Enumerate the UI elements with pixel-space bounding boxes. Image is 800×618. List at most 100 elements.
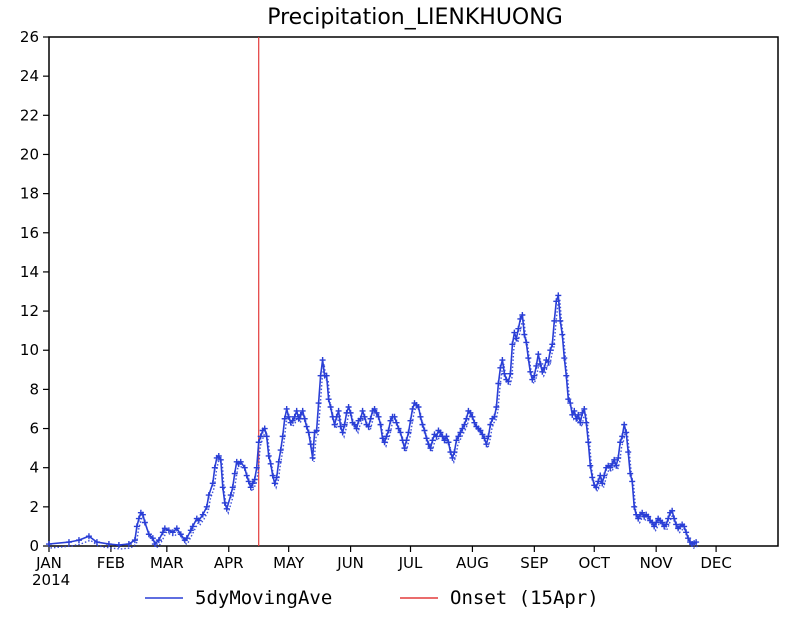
data-point — [319, 357, 326, 364]
data-point — [511, 329, 518, 336]
data-point — [595, 478, 602, 485]
data-point — [305, 429, 312, 436]
data-point — [373, 409, 380, 416]
data-point — [553, 298, 560, 305]
x-tick-label: JUN — [336, 554, 364, 572]
data-point — [469, 413, 476, 420]
data-point — [579, 409, 586, 416]
data-point — [497, 364, 504, 371]
data-point — [341, 421, 348, 428]
data-point — [333, 413, 340, 420]
data-point — [481, 435, 488, 442]
data-point — [407, 417, 414, 424]
data-point — [567, 400, 574, 407]
data-point — [693, 539, 700, 546]
data-point — [505, 378, 512, 385]
data-point — [593, 484, 600, 491]
data-point — [253, 464, 260, 471]
x-tick-label: JUL — [398, 554, 423, 572]
data-point — [345, 404, 352, 411]
data-point — [479, 431, 486, 438]
data-point — [367, 415, 374, 422]
data-point — [249, 480, 256, 487]
data-point — [215, 452, 222, 459]
data-point — [501, 370, 508, 377]
data-point — [601, 472, 608, 479]
data-point — [401, 445, 408, 452]
data-point — [339, 429, 346, 436]
data-point — [381, 439, 388, 446]
data-point — [565, 396, 572, 403]
data-point — [347, 409, 354, 416]
data-point — [575, 411, 582, 418]
data-point — [619, 433, 626, 440]
data-point — [387, 417, 394, 424]
data-point — [391, 413, 398, 420]
data-point — [581, 405, 588, 412]
data-point — [551, 317, 558, 324]
data-point — [607, 464, 614, 471]
data-point — [93, 539, 100, 546]
data-point — [183, 535, 190, 542]
data-point — [251, 476, 258, 483]
data-point — [309, 454, 316, 461]
data-point — [397, 429, 404, 436]
data-point — [659, 519, 666, 526]
data-point — [645, 513, 652, 520]
data-point — [483, 441, 490, 448]
data-point — [529, 376, 536, 383]
data-point — [463, 415, 470, 422]
data-point — [609, 460, 616, 467]
data-point — [673, 521, 680, 528]
data-point — [405, 429, 412, 436]
data-point — [393, 419, 400, 426]
data-point — [425, 441, 432, 448]
data-point — [205, 492, 212, 499]
y-tick-label: 26 — [20, 28, 39, 46]
data-point — [403, 437, 410, 444]
data-point — [227, 492, 234, 499]
data-point — [571, 407, 578, 414]
x-axis-year-label: 2014 — [32, 571, 70, 589]
data-point — [371, 405, 378, 412]
x-tick-label: MAY — [273, 554, 305, 572]
data-point — [379, 435, 386, 442]
y-tick-label: 14 — [20, 263, 39, 281]
data-point — [269, 472, 276, 479]
data-point — [627, 470, 634, 477]
data-point — [237, 458, 244, 465]
data-point — [221, 499, 228, 506]
data-point — [169, 529, 176, 536]
data-point — [521, 331, 528, 338]
data-point — [433, 433, 440, 440]
data-point — [115, 542, 122, 549]
data-point — [589, 474, 596, 481]
data-point — [135, 515, 142, 522]
data-point — [159, 529, 166, 536]
data-point — [653, 519, 660, 526]
data-point — [283, 405, 290, 412]
data-point — [527, 368, 534, 375]
data-point — [131, 537, 138, 544]
data-point — [557, 317, 564, 324]
data-point — [277, 447, 284, 454]
data-point — [417, 413, 424, 420]
data-point — [451, 449, 458, 456]
data-point — [65, 539, 72, 546]
data-point — [535, 351, 542, 358]
data-point — [297, 411, 304, 418]
x-axis: JAN FEB MAR APR MAY JUN JUL AUG SEP OCT NOV DEC — [35, 546, 732, 572]
data-point — [331, 421, 338, 428]
data-point — [533, 362, 540, 369]
data-point — [257, 433, 264, 440]
data-point — [377, 421, 384, 428]
data-point — [307, 441, 314, 448]
data-point — [295, 415, 302, 422]
data-point — [301, 415, 308, 422]
data-point — [467, 409, 474, 416]
data-point — [499, 357, 506, 364]
x-tick-label: FEB — [97, 554, 125, 572]
y-tick-label: 18 — [20, 185, 39, 203]
data-point — [437, 429, 444, 436]
